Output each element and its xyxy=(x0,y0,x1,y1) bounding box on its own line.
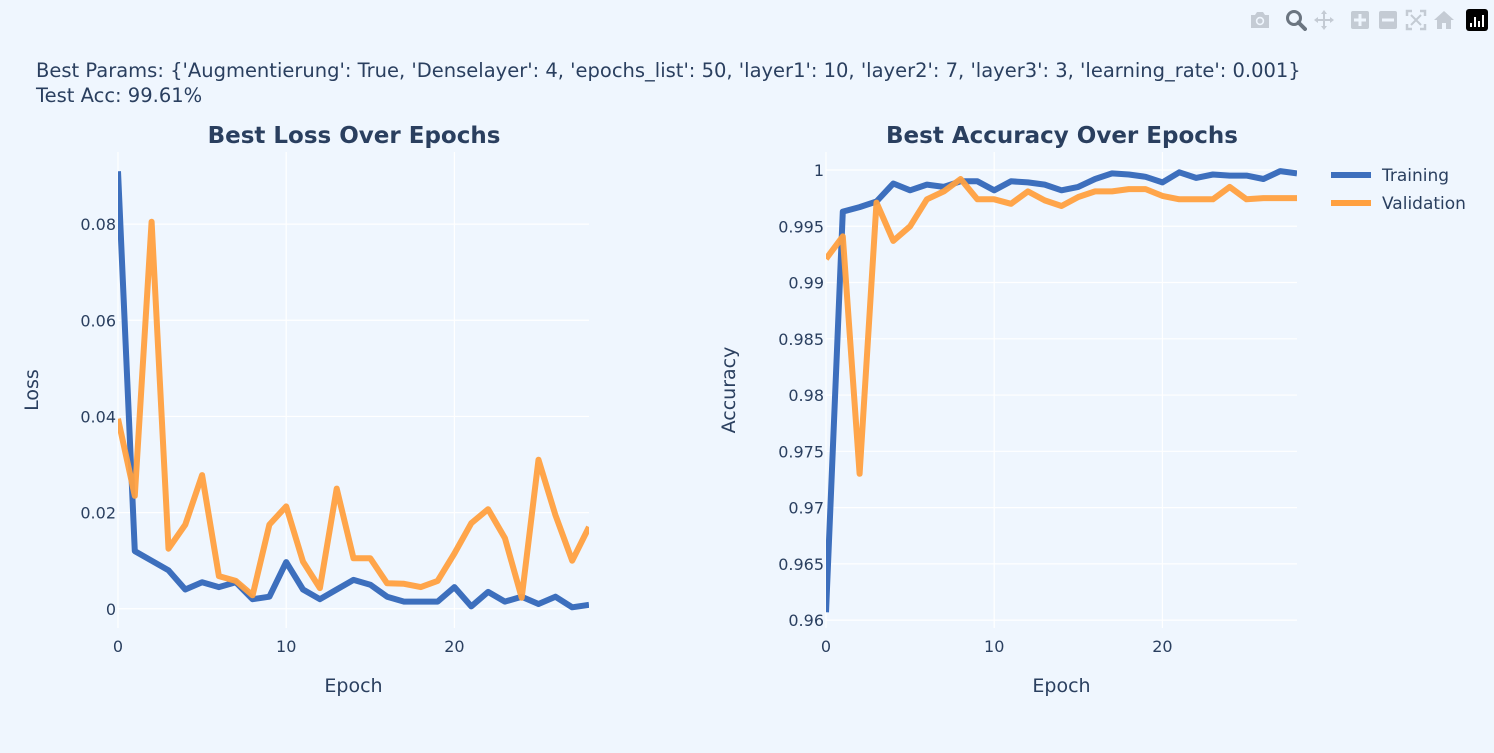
chart-1: 0 0.02 0.04 0.06 0.08 0 10 20 Best Loss Over Epo… xyxy=(21,123,589,697)
y-tick-label: 0.965 xyxy=(778,555,824,574)
y-tick-label: 0.06 xyxy=(80,311,116,330)
y-tick-label: 0.96 xyxy=(788,611,824,630)
series-line-training xyxy=(118,171,589,611)
modebar xyxy=(1246,6,1488,34)
best-params-text: Best Params: {'Augmentierung': True, 'De… xyxy=(36,59,1301,82)
x-tick-label: 0 xyxy=(821,637,831,656)
pan-icon[interactable] xyxy=(1310,6,1338,34)
chart-title: Best Accuracy Over Epochs xyxy=(886,123,1238,149)
y-tick-label: 1 xyxy=(814,161,824,180)
legend-label-validation: Validation xyxy=(1382,194,1466,214)
y-axis-title: Loss xyxy=(21,369,43,411)
y-tick-label: 0.995 xyxy=(778,217,824,236)
legend-label-training: Training xyxy=(1381,166,1449,186)
y-tick-label: 0 xyxy=(106,600,116,619)
series-group xyxy=(118,171,589,611)
zoom-icon[interactable] xyxy=(1282,6,1310,34)
x-axis-title: Epoch xyxy=(324,675,382,697)
y-tick-label: 0.98 xyxy=(788,386,824,405)
y-tick-label: 0.97 xyxy=(788,499,824,518)
grid xyxy=(117,152,589,628)
x-tick-label: 20 xyxy=(444,637,464,656)
x-axis-title: Epoch xyxy=(1032,675,1090,697)
y-tick-label: 0.975 xyxy=(778,442,824,461)
x-tick-label: 10 xyxy=(276,637,296,656)
camera-icon[interactable] xyxy=(1246,6,1274,34)
zoom-out-icon[interactable] xyxy=(1374,6,1402,34)
y-tick-label: 0.08 xyxy=(80,215,116,234)
y-tick-label: 0.02 xyxy=(80,504,116,523)
autoscale-icon[interactable] xyxy=(1402,6,1430,34)
y-tick-label: 0.04 xyxy=(80,407,116,426)
y-tick-label: 0.985 xyxy=(778,330,824,349)
x-tick-label: 20 xyxy=(1152,637,1172,656)
series-group xyxy=(826,168,1297,613)
y-tick-label: 0.99 xyxy=(788,274,824,293)
test-acc-text: Test Acc: 99.61% xyxy=(36,84,203,107)
series-line-training xyxy=(826,168,1297,613)
zoom-in-icon[interactable] xyxy=(1346,6,1374,34)
grid xyxy=(825,152,1297,628)
y-axis-title: Accuracy xyxy=(718,347,740,434)
header-annotation: Best Params: {'Augmentierung': True, 'De… xyxy=(36,58,1301,108)
legend: Training Validation xyxy=(1331,166,1466,214)
series-line-validation xyxy=(118,218,589,601)
reset-axes-icon[interactable] xyxy=(1430,6,1458,34)
chart-title: Best Loss Over Epochs xyxy=(208,123,501,149)
series-line-validation xyxy=(826,176,1297,477)
x-tick-label: 0 xyxy=(113,637,123,656)
x-tick-label: 10 xyxy=(984,637,1004,656)
plotly-logo-icon[interactable] xyxy=(1466,9,1488,31)
